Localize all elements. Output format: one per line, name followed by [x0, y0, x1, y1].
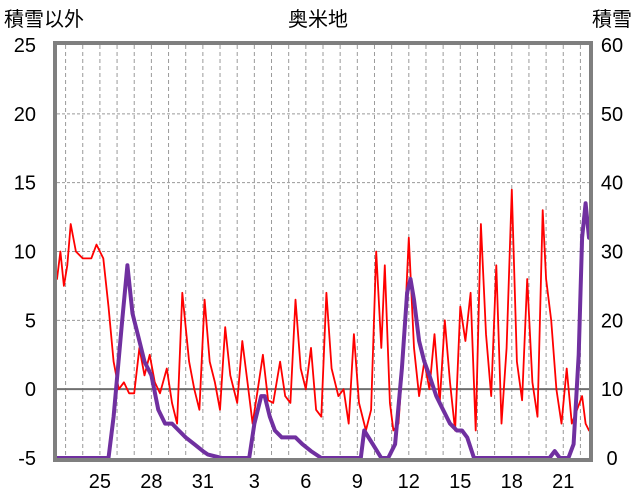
chart-title: 奥米地: [288, 7, 348, 31]
right-tick-label: 0: [606, 448, 617, 470]
left-tick-label: 5: [25, 310, 36, 332]
right-axis-label: 積雪: [592, 7, 632, 31]
right-tick-label: 10: [601, 379, 623, 401]
x-tick-label: 28: [140, 471, 162, 493]
left-tick-label: 10: [14, 242, 36, 264]
x-tick-label: 21: [552, 471, 574, 493]
right-tick-label: 50: [601, 104, 623, 126]
right-tick-label: 30: [601, 242, 623, 264]
x-tick-label: 31: [192, 471, 214, 493]
left-tick-label: 20: [14, 104, 36, 126]
right-tick-label: 20: [601, 310, 623, 332]
x-tick-label: 25: [89, 471, 111, 493]
left-tick-label: -5: [18, 448, 36, 470]
x-tick-label: 9: [352, 471, 363, 493]
other-series-line: [56, 188, 590, 432]
left-tick-label: 15: [14, 173, 36, 195]
x-tick-label: 15: [449, 471, 471, 493]
x-tick-label: 6: [300, 471, 311, 493]
left-axis-label: 積雪以外: [4, 7, 84, 31]
right-tick-label: 60: [601, 35, 623, 57]
plot-frame: [53, 41, 593, 462]
left-tick-label: 0: [25, 379, 36, 401]
left-tick-label: 25: [14, 35, 36, 57]
right-tick-label: 40: [601, 173, 623, 195]
x-tick-label: 18: [501, 471, 523, 493]
x-tick-label: 12: [398, 471, 420, 493]
x-tick-label: 3: [249, 471, 260, 493]
